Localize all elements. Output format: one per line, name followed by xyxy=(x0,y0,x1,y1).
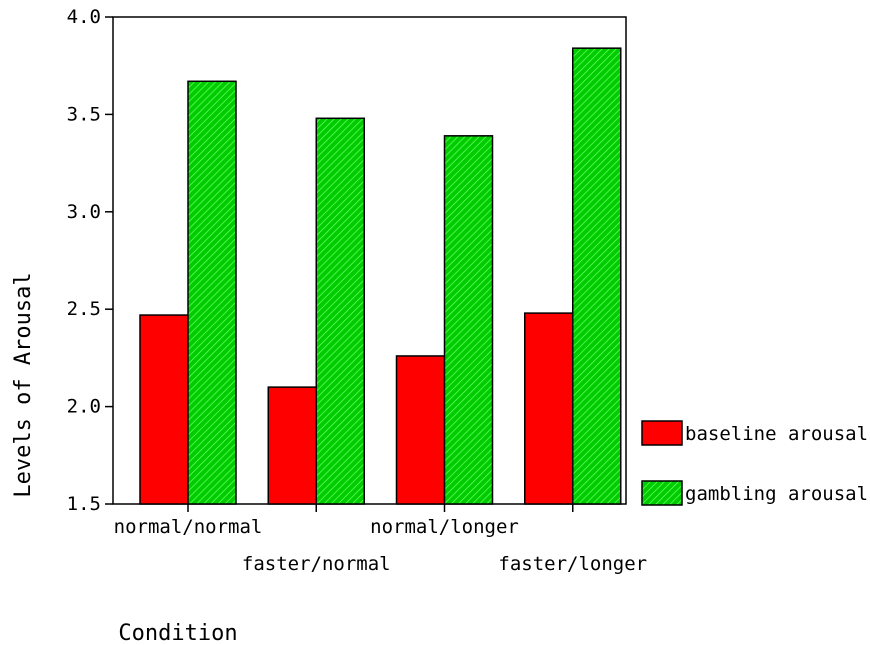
y-tick-label: 2.0 xyxy=(67,396,101,418)
legend-label-gambling: gambling arousal xyxy=(685,483,868,505)
legend-label-baseline: baseline arousal xyxy=(685,423,868,445)
y-tick-label: 3.0 xyxy=(67,201,101,223)
legend-swatch-baseline xyxy=(641,420,683,446)
bars xyxy=(139,47,622,505)
legend-swatch-gambling xyxy=(641,480,683,506)
bar-baseline-arousal xyxy=(524,312,574,505)
x-axis-label: Condition xyxy=(118,621,237,645)
y-tick-label: 1.5 xyxy=(67,493,101,515)
bar-gambling-arousal xyxy=(443,135,494,505)
y-tick-label: 3.5 xyxy=(67,103,101,125)
plot-frame xyxy=(112,16,627,505)
y-axis-label: Levels of Arousal xyxy=(11,272,36,497)
y-axis: 1.5 2.0 2.5 3.0 3.5 4.0 xyxy=(67,6,113,515)
x-tick-label: normal/normal xyxy=(114,516,263,538)
y-tick-label: 2.5 xyxy=(67,298,101,320)
x-tick-label: normal/longer xyxy=(370,516,519,538)
bar-baseline-arousal xyxy=(139,314,189,505)
bar-baseline-arousal xyxy=(267,386,317,505)
y-tick-label: 4.0 xyxy=(67,6,101,28)
x-axis: normal/normal faster/normal normal/longer f… xyxy=(114,504,647,575)
bar-baseline-arousal xyxy=(395,355,446,505)
bar-gambling-arousal xyxy=(315,117,365,505)
x-tick-label: faster/normal xyxy=(242,553,391,575)
bar-gambling-arousal xyxy=(572,47,622,505)
bar-gambling-arousal xyxy=(187,80,237,505)
x-tick-label: faster/longer xyxy=(498,553,647,575)
legend: baseline arousal gambling arousal xyxy=(641,420,868,506)
